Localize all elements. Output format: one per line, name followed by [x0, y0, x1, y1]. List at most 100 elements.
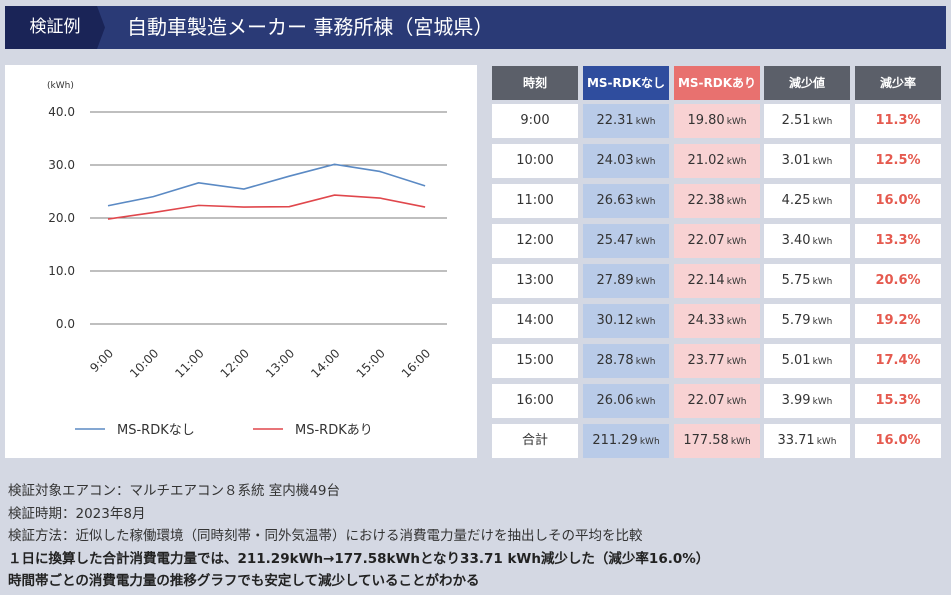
table-cell: 5.75 kWh — [764, 264, 850, 298]
unit: kWh — [812, 397, 833, 407]
series-line — [107, 163, 426, 207]
unit: kWh — [635, 397, 656, 407]
cell-value: 11.3% — [875, 113, 921, 128]
unit: kWh — [635, 237, 656, 247]
table-header: 減少率 — [855, 66, 941, 100]
unit: kWh — [726, 197, 747, 207]
table-cell: 17.4% — [855, 344, 941, 378]
table-cell: 19.2% — [855, 304, 941, 338]
cell-value: 3.01 — [781, 153, 811, 168]
y-tick-label: 20.0 — [48, 211, 75, 225]
table-cell: 19.80 kWh — [674, 104, 760, 138]
table-cell: 24.33 kWh — [674, 304, 760, 338]
cell-value: 30.12 — [596, 313, 634, 328]
cell-value: 合計 — [521, 433, 548, 448]
table-cell: 22.14 kWh — [674, 264, 760, 298]
table-cell: 12:00 — [492, 224, 578, 258]
table-header: 減少値 — [764, 66, 850, 100]
cell-value: 19.80 — [687, 113, 725, 128]
unit: kWh — [812, 197, 833, 207]
table-cell: 33.71 kWh — [764, 424, 850, 458]
unit: kWh — [812, 117, 833, 127]
cell-value: 20.6% — [875, 273, 921, 288]
table-cell: 177.58 kWh — [674, 424, 760, 458]
table-cell: 5.01 kWh — [764, 344, 850, 378]
cell-value: 25.47 — [596, 233, 634, 248]
header-tag: 検証例 — [5, 6, 105, 49]
table-cell: 合計 — [492, 424, 578, 458]
cell-value: 177.58 — [683, 433, 729, 448]
table-cell: 14:00 — [492, 304, 578, 338]
cell-value: 5.01 — [781, 353, 811, 368]
unit: kWh — [635, 317, 656, 327]
legend-label: MS-RDKあり — [295, 423, 373, 438]
y-tick-label: 0.0 — [56, 317, 75, 331]
table-header: MS-RDKあり — [674, 66, 760, 100]
cell-value: 24.33 — [687, 313, 725, 328]
table-cell: 22.07 kWh — [674, 384, 760, 418]
cell-value: 22.14 — [687, 273, 725, 288]
notes: 検証対象エアコン：マルチエアコン８系統 室内機49台 検証時期：2023年8月 検証… — [8, 480, 709, 593]
cell-value: 26.06 — [596, 393, 634, 408]
cell-value: 33.71 — [777, 433, 815, 448]
table-cell: 10:00 — [492, 144, 578, 178]
table-cell: 3.99 kWh — [764, 384, 850, 418]
cell-value: 11:00 — [516, 193, 554, 208]
conclusion: １日に換算した合計消費電力量では、211.29kWh→177.58kWhとなり3… — [8, 550, 710, 567]
cell-value: 15.3% — [875, 393, 921, 408]
table-cell: 27.89 kWh — [583, 264, 669, 298]
cell-value: 22.38 — [687, 193, 725, 208]
table-cell: 15.3% — [855, 384, 941, 418]
cell-value: 2.51 — [781, 113, 811, 128]
chart-bg — [5, 65, 477, 458]
unit: kWh — [635, 277, 656, 287]
cell-value: 27.89 — [596, 273, 634, 288]
table-cell: 5.79 kWh — [764, 304, 850, 338]
unit: kWh — [730, 437, 751, 447]
cell-value: 24.03 — [596, 153, 634, 168]
unit: kWh — [812, 277, 833, 287]
unit: kWh — [726, 317, 747, 327]
cell-value: 22.07 — [687, 233, 725, 248]
cell-value: 13:00 — [516, 273, 554, 288]
cell-value: 15:00 — [516, 353, 554, 368]
cell-value: 5.75 — [781, 273, 811, 288]
table-cell: 22.07 kWh — [674, 224, 760, 258]
table-cell: 23.77 kWh — [674, 344, 760, 378]
unit: kWh — [726, 277, 747, 287]
cell-value: 14:00 — [516, 313, 554, 328]
cell-value: 23.77 — [687, 353, 725, 368]
table-cell: 12.5% — [855, 144, 941, 178]
table-cell: 20.6% — [855, 264, 941, 298]
table-cell: 13.3% — [855, 224, 941, 258]
y-unit: (kWh) — [47, 81, 74, 91]
cell-value: 13.3% — [875, 233, 921, 248]
table-header: 時刻 — [492, 66, 578, 100]
unit: kWh — [635, 197, 656, 207]
y-tick-label: 40.0 — [48, 105, 75, 119]
table-cell: 28.78 kWh — [583, 344, 669, 378]
y-tick-label: 30.0 — [48, 158, 75, 172]
table-cell: 11:00 — [492, 184, 578, 218]
unit: kWh — [726, 117, 747, 127]
table-cell: 21.02 kWh — [674, 144, 760, 178]
cell-value: 28.78 — [596, 353, 634, 368]
unit: kWh — [726, 357, 747, 367]
legend-label: MS-RDKなし — [117, 423, 195, 438]
header-title: 自動車製造メーカー 事務所棟（宮城県） — [127, 15, 494, 39]
cell-value: 5.79 — [781, 313, 811, 328]
unit: kWh — [726, 237, 747, 247]
cell-value: 3.40 — [781, 233, 811, 248]
table-cell: 9:00 — [492, 104, 578, 138]
table-cell: 16:00 — [492, 384, 578, 418]
conclusion: 時間帯ごとの消費電力量の推移グラフでも安定して減少していることがわかる — [8, 573, 480, 589]
cell-value: 9:00 — [520, 113, 550, 128]
unit: kWh — [635, 117, 656, 127]
unit: kWh — [726, 397, 747, 407]
table-cell: 24.03 kWh — [583, 144, 669, 178]
cell-value: 10:00 — [516, 153, 554, 168]
table-cell: 25.47 kWh — [583, 224, 669, 258]
unit: kWh — [726, 157, 747, 167]
cell-value: 12.5% — [875, 153, 921, 168]
cell-value: 16.0% — [875, 433, 921, 448]
